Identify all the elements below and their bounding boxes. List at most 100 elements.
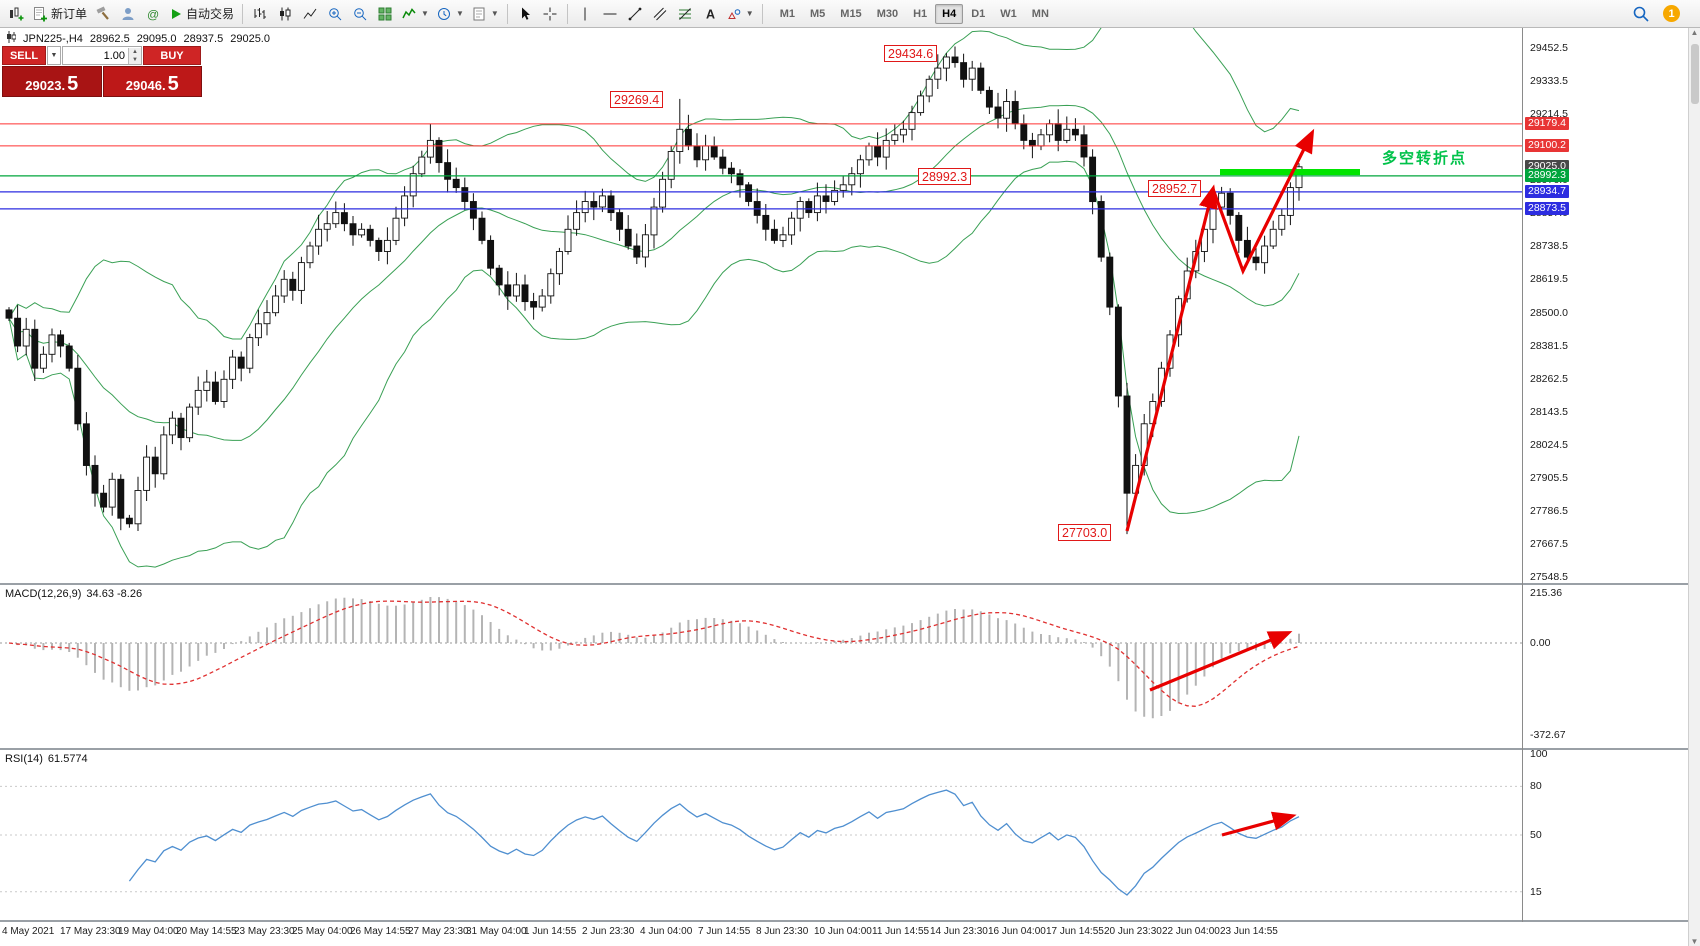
candle-chart-mode-button[interactable]: [273, 3, 297, 25]
tile-windows-button[interactable]: [373, 3, 397, 25]
buy-button[interactable]: BUY: [143, 46, 201, 65]
crosshair-icon: [543, 7, 557, 20]
sell-price-button[interactable]: 29023. 5: [2, 66, 102, 97]
price-axis-label: 29452.5: [1530, 42, 1568, 54]
arrow-objects-button[interactable]: ▼: [723, 3, 757, 25]
panel-separator[interactable]: [0, 920, 1688, 922]
indicators-button[interactable]: ▼: [398, 3, 432, 25]
rsi-level-label: 100: [1530, 748, 1548, 760]
toolbar-separator: [761, 3, 763, 24]
zoom-in-button[interactable]: [323, 3, 347, 25]
vertical-line-button[interactable]: [573, 3, 597, 25]
crosshair-button[interactable]: [538, 3, 562, 25]
vertical-scrollbar[interactable]: ▲ ▼: [1688, 28, 1700, 946]
toolbar-right: 1: [1629, 3, 1696, 25]
timeframe-m30[interactable]: M30: [876, 7, 899, 20]
spin-up-icon[interactable]: ▲: [129, 47, 141, 56]
price-axis[interactable]: 29452.529333.529214.529095.028976.028857…: [1523, 0, 1688, 946]
rsi-panel-canvas[interactable]: [0, 750, 1522, 920]
chart-area[interactable]: [0, 0, 1522, 946]
templates-icon: [473, 7, 485, 20]
autotrade-label: 自动交易: [186, 7, 235, 21]
fibonacci-button[interactable]: [673, 3, 697, 25]
time-label: 7 Jun 14:55: [698, 926, 751, 937]
ohlc-high: 29095.0: [136, 32, 177, 45]
cursor-button[interactable]: [513, 3, 537, 25]
time-axis[interactable]: 4 May 2021 17 May 23:30 19 May 04:00 20 May…: [0, 922, 1688, 946]
toolbar-separator: [566, 3, 568, 24]
periods-icon: [437, 7, 450, 20]
ohlc-low: 28937.5: [183, 32, 224, 45]
timeframe-m5[interactable]: M5: [810, 7, 826, 20]
equidistant-channel-icon: [653, 7, 667, 20]
new-order-button[interactable]: 新订单: [29, 3, 90, 25]
panel-separator[interactable]: [0, 583, 1688, 585]
trendline-button[interactable]: [623, 3, 647, 25]
price-annotation: 28952.7: [1148, 180, 1202, 197]
chevron-down-icon: ▼: [421, 9, 429, 18]
ohlc-open: 28962.5: [89, 32, 130, 45]
time-label: 23 Jun 14:55: [1220, 926, 1278, 937]
timeframe-h4[interactable]: H4: [935, 3, 964, 24]
timeframe-d1[interactable]: D1: [971, 7, 986, 20]
search-icon[interactable]: [1629, 3, 1653, 25]
market-profile-button[interactable]: [116, 3, 140, 25]
svg-text:A: A: [706, 7, 715, 21]
toolbar-separator: [506, 3, 508, 24]
price-annotation: 29434.6: [884, 45, 938, 62]
candlestick-icon: [6, 31, 17, 46]
panel-separator[interactable]: [0, 748, 1688, 750]
main-chart-canvas[interactable]: [0, 28, 1522, 585]
tools-button[interactable]: [91, 3, 115, 25]
spin-down-icon[interactable]: ▼: [129, 55, 141, 64]
time-label: 17 May 23:30: [60, 926, 121, 937]
scroll-up-icon[interactable]: ▲: [1690, 28, 1699, 37]
price-axis-label: 28500.0: [1530, 306, 1568, 319]
community-icon: @: [147, 7, 159, 21]
time-label: 4 May 2021: [2, 926, 55, 937]
macd-panel-canvas[interactable]: [0, 585, 1522, 748]
price-axis-label: 28143.5: [1530, 405, 1568, 418]
trend-arrow: [1221, 811, 1297, 837]
toolbar-buttons: 新订单 @ 自动交易 ▼ ▼ ▼ A ▼: [4, 3, 767, 25]
macd-scale-label: -372.67: [1530, 729, 1566, 741]
autotrade-button[interactable]: 自动交易: [166, 3, 237, 25]
buy-price-button[interactable]: 29046. 5: [102, 66, 202, 97]
volume-spin[interactable]: ▲ ▼: [128, 47, 141, 64]
sell-button[interactable]: SELL: [2, 46, 46, 65]
bar-chart-mode-button[interactable]: [248, 3, 272, 25]
volume-input[interactable]: [63, 48, 128, 63]
price-axis-label: 27786.5: [1530, 504, 1568, 517]
timeframe-m1[interactable]: M1: [779, 7, 795, 20]
macd-title: MACD(12,26,9) 34.63 -8.26: [5, 588, 143, 600]
timeframe-w1[interactable]: W1: [1000, 7, 1017, 20]
order-type-dropdown[interactable]: ▼: [47, 46, 61, 65]
text-tool-button[interactable]: A: [698, 3, 722, 25]
new-chart-button[interactable]: [4, 3, 28, 25]
timeframe-h1[interactable]: H1: [913, 7, 928, 20]
periods-button[interactable]: ▼: [433, 3, 467, 25]
scrollbar-thumb[interactable]: [1691, 44, 1699, 104]
chevron-down-icon: ▼: [455, 9, 464, 18]
time-label: 16 Jun 04:00: [988, 926, 1046, 937]
new-order-icon: [34, 6, 47, 21]
notification-badge[interactable]: 1: [1663, 5, 1680, 22]
buy-price: 29046.: [125, 78, 166, 93]
horizontal-line-button[interactable]: [598, 3, 622, 25]
zoom-out-icon: [354, 7, 367, 20]
line-chart-mode-button[interactable]: [298, 3, 322, 25]
equidistant-channel-button[interactable]: [648, 3, 672, 25]
line-chart-mode-icon: [303, 8, 317, 19]
community-button[interactable]: @: [141, 3, 165, 25]
timeframe-mn[interactable]: MN: [1031, 7, 1049, 20]
indicators-icon: [402, 7, 416, 18]
scroll-down-icon[interactable]: ▼: [1690, 937, 1699, 946]
chevron-down-icon: ▼: [745, 9, 754, 18]
market-profile-icon: [122, 7, 134, 20]
zoom-out-button[interactable]: [348, 3, 372, 25]
time-label: 8 Jun 23:30: [756, 926, 809, 937]
timeframe-m15[interactable]: M15: [840, 7, 862, 20]
templates-button[interactable]: ▼: [468, 3, 502, 25]
trend-arrow: [1211, 128, 1315, 276]
timeframe-group: M1 M5 M15 M30 H1 H4 D1 W1 MN: [773, 3, 1056, 24]
